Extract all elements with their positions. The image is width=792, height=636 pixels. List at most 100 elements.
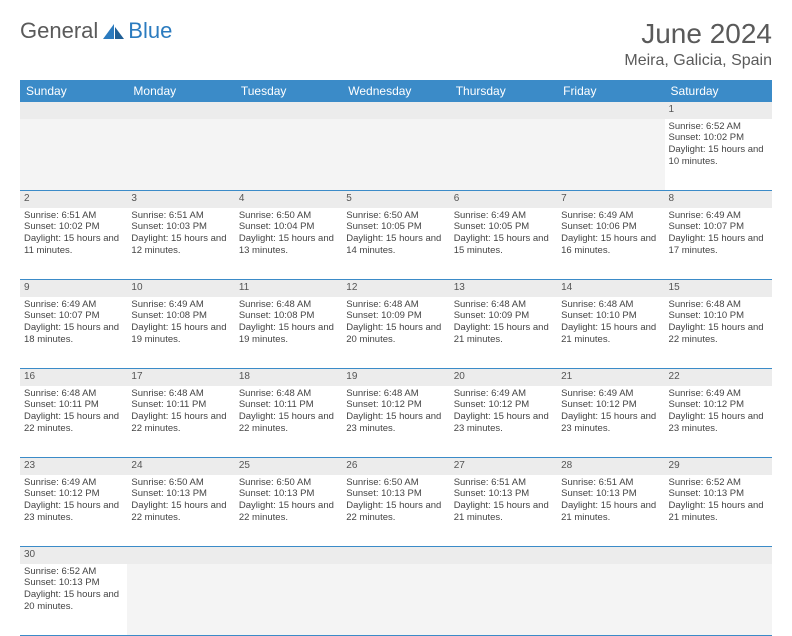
- day-cell: Sunrise: 6:49 AMSunset: 10:07 PMDaylight…: [20, 297, 127, 369]
- day-number: 27: [450, 458, 557, 475]
- day-number: 15: [665, 280, 772, 297]
- day-number: 2: [20, 191, 127, 208]
- day-cell: [450, 564, 557, 636]
- day-cell: Sunrise: 6:48 AMSunset: 10:12 PMDaylight…: [342, 386, 449, 458]
- day-cell: Sunrise: 6:52 AMSunset: 10:02 PMDaylight…: [665, 119, 772, 191]
- day-cell: Sunrise: 6:50 AMSunset: 10:04 PMDaylight…: [235, 208, 342, 280]
- logo-text-dark: General: [20, 18, 98, 44]
- weekday-header: Friday: [557, 80, 664, 102]
- day-number: 19: [342, 369, 449, 386]
- day-cell: [235, 564, 342, 636]
- day-number: [127, 547, 234, 564]
- day-cell: Sunrise: 6:49 AMSunset: 10:12 PMDaylight…: [450, 386, 557, 458]
- weekday-header: Wednesday: [342, 80, 449, 102]
- day-number-row: 9101112131415: [20, 280, 772, 297]
- day-number: 16: [20, 369, 127, 386]
- day-cell: Sunrise: 6:50 AMSunset: 10:13 PMDaylight…: [127, 475, 234, 547]
- day-number: 24: [127, 458, 234, 475]
- day-number: 22: [665, 369, 772, 386]
- week-row: Sunrise: 6:51 AMSunset: 10:02 PMDaylight…: [20, 208, 772, 280]
- day-number: [450, 547, 557, 564]
- day-number: 8: [665, 191, 772, 208]
- day-number: [235, 102, 342, 119]
- weekday-header: Saturday: [665, 80, 772, 102]
- day-cell: [557, 564, 664, 636]
- day-cell: Sunrise: 6:48 AMSunset: 10:10 PMDaylight…: [665, 297, 772, 369]
- day-number: [342, 547, 449, 564]
- day-number: 28: [557, 458, 664, 475]
- weekday-header: Monday: [127, 80, 234, 102]
- day-cell: Sunrise: 6:49 AMSunset: 10:12 PMDaylight…: [665, 386, 772, 458]
- day-cell: [557, 119, 664, 191]
- title-block: June 2024 Meira, Galicia, Spain: [624, 18, 772, 70]
- calendar-table: Sunday Monday Tuesday Wednesday Thursday…: [20, 80, 772, 636]
- day-cell: Sunrise: 6:48 AMSunset: 10:08 PMDaylight…: [235, 297, 342, 369]
- day-number: 12: [342, 280, 449, 297]
- day-number-row: 1: [20, 102, 772, 119]
- header: General Blue June 2024 Meira, Galicia, S…: [20, 18, 772, 70]
- weekday-header: Sunday: [20, 80, 127, 102]
- day-number: [235, 547, 342, 564]
- day-cell: Sunrise: 6:48 AMSunset: 10:11 PMDaylight…: [127, 386, 234, 458]
- month-title: June 2024: [624, 18, 772, 50]
- day-number: 10: [127, 280, 234, 297]
- location: Meira, Galicia, Spain: [624, 52, 772, 70]
- logo: General Blue: [20, 18, 172, 44]
- weekday-header-row: Sunday Monday Tuesday Wednesday Thursday…: [20, 80, 772, 102]
- day-number: [557, 547, 664, 564]
- day-cell: Sunrise: 6:48 AMSunset: 10:09 PMDaylight…: [342, 297, 449, 369]
- logo-text-blue: Blue: [128, 18, 172, 44]
- day-cell: [127, 119, 234, 191]
- day-cell: Sunrise: 6:49 AMSunset: 10:07 PMDaylight…: [665, 208, 772, 280]
- day-cell: Sunrise: 6:50 AMSunset: 10:13 PMDaylight…: [342, 475, 449, 547]
- day-cell: [20, 119, 127, 191]
- day-number: 21: [557, 369, 664, 386]
- day-number: 14: [557, 280, 664, 297]
- week-row: Sunrise: 6:48 AMSunset: 10:11 PMDaylight…: [20, 386, 772, 458]
- day-number: 23: [20, 458, 127, 475]
- day-number: 20: [450, 369, 557, 386]
- week-row: Sunrise: 6:49 AMSunset: 10:12 PMDaylight…: [20, 475, 772, 547]
- day-cell: Sunrise: 6:48 AMSunset: 10:10 PMDaylight…: [557, 297, 664, 369]
- day-number: 25: [235, 458, 342, 475]
- day-number-row: 2345678: [20, 191, 772, 208]
- day-cell: [450, 119, 557, 191]
- day-number: [450, 102, 557, 119]
- day-number: 11: [235, 280, 342, 297]
- day-number: [665, 547, 772, 564]
- week-row: Sunrise: 6:49 AMSunset: 10:07 PMDaylight…: [20, 297, 772, 369]
- day-cell: Sunrise: 6:52 AMSunset: 10:13 PMDaylight…: [665, 475, 772, 547]
- day-number: 3: [127, 191, 234, 208]
- week-row: Sunrise: 6:52 AMSunset: 10:02 PMDaylight…: [20, 119, 772, 191]
- day-number: 6: [450, 191, 557, 208]
- week-row: Sunrise: 6:52 AMSunset: 10:13 PMDaylight…: [20, 564, 772, 636]
- day-cell: Sunrise: 6:49 AMSunset: 10:08 PMDaylight…: [127, 297, 234, 369]
- day-cell: Sunrise: 6:49 AMSunset: 10:05 PMDaylight…: [450, 208, 557, 280]
- day-number: 13: [450, 280, 557, 297]
- weekday-header: Tuesday: [235, 80, 342, 102]
- day-number: [127, 102, 234, 119]
- day-cell: Sunrise: 6:52 AMSunset: 10:13 PMDaylight…: [20, 564, 127, 636]
- day-cell: Sunrise: 6:48 AMSunset: 10:09 PMDaylight…: [450, 297, 557, 369]
- day-cell: Sunrise: 6:50 AMSunset: 10:05 PMDaylight…: [342, 208, 449, 280]
- day-number: 4: [235, 191, 342, 208]
- day-number: 5: [342, 191, 449, 208]
- day-number: 17: [127, 369, 234, 386]
- day-cell: [342, 564, 449, 636]
- day-number: 29: [665, 458, 772, 475]
- day-number: 7: [557, 191, 664, 208]
- day-cell: Sunrise: 6:51 AMSunset: 10:13 PMDaylight…: [450, 475, 557, 547]
- day-cell: Sunrise: 6:49 AMSunset: 10:06 PMDaylight…: [557, 208, 664, 280]
- day-cell: Sunrise: 6:49 AMSunset: 10:12 PMDaylight…: [557, 386, 664, 458]
- day-cell: Sunrise: 6:50 AMSunset: 10:13 PMDaylight…: [235, 475, 342, 547]
- day-cell: Sunrise: 6:49 AMSunset: 10:12 PMDaylight…: [20, 475, 127, 547]
- day-cell: [665, 564, 772, 636]
- day-number: 30: [20, 547, 127, 564]
- day-number: 9: [20, 280, 127, 297]
- day-number: [342, 102, 449, 119]
- day-cell: [235, 119, 342, 191]
- day-number-row: 23242526272829: [20, 458, 772, 475]
- day-number: 18: [235, 369, 342, 386]
- day-cell: Sunrise: 6:51 AMSunset: 10:13 PMDaylight…: [557, 475, 664, 547]
- day-number: 26: [342, 458, 449, 475]
